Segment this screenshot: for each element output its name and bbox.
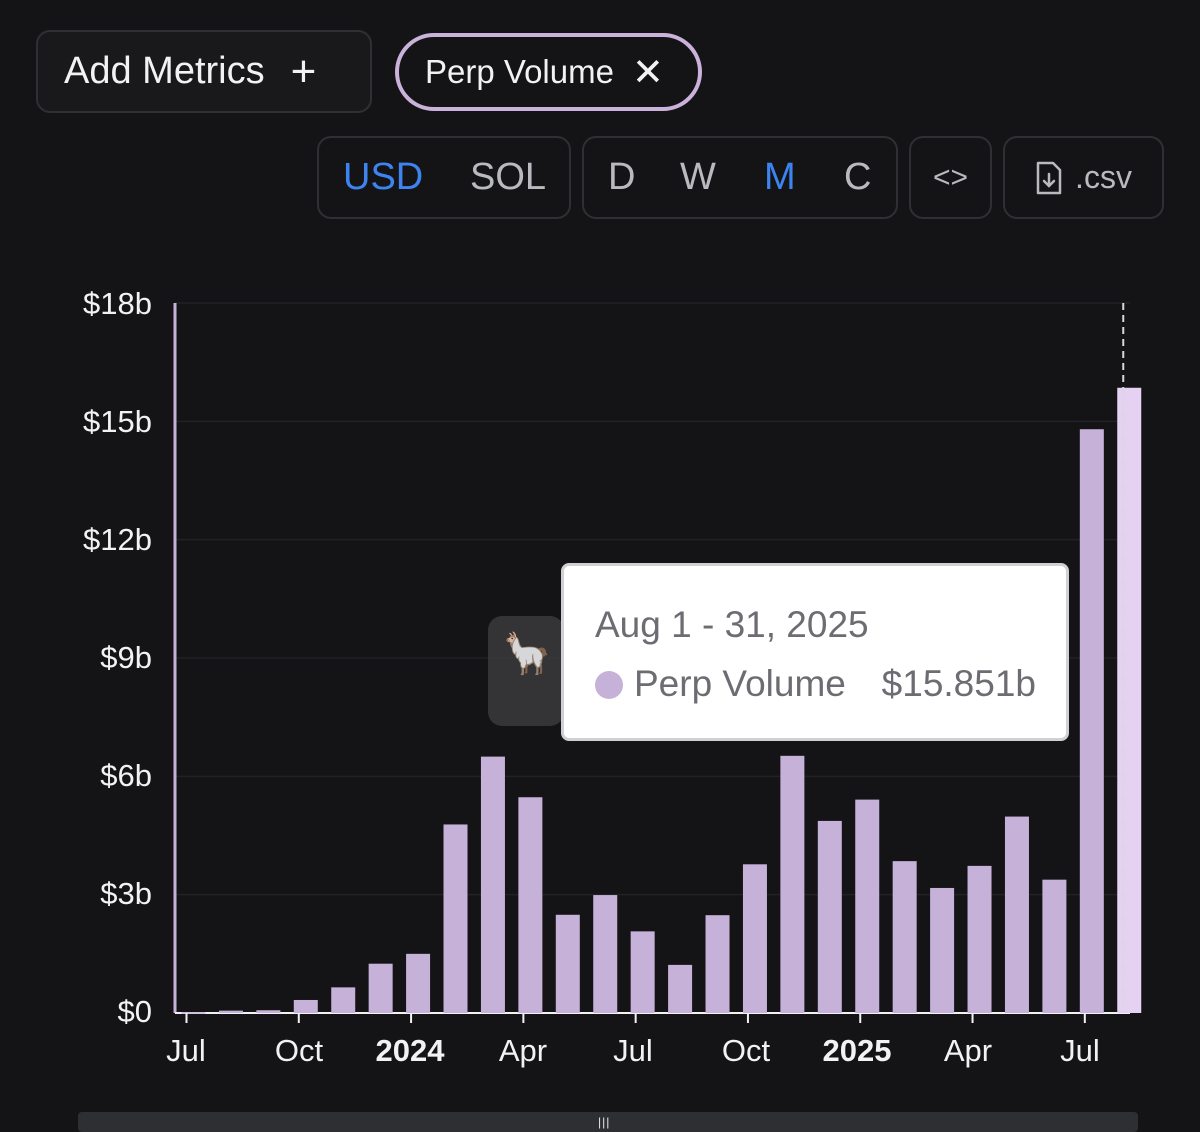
watermark-logo: 🦙	[488, 616, 564, 726]
bar-2023-07[interactable]	[181, 1012, 206, 1014]
bar-2025-06[interactable]	[1042, 879, 1067, 1013]
currency-option-usd[interactable]: USD	[343, 156, 424, 198]
x-tick-label: Apr	[943, 1033, 993, 1068]
bar-2024-01[interactable]	[406, 953, 431, 1013]
bar-2024-04[interactable]	[518, 797, 543, 1013]
add-metrics-label: Add Metrics	[64, 50, 265, 92]
bar-2024-11[interactable]	[780, 755, 805, 1013]
y-tick-label: $3b	[100, 876, 152, 911]
scroll-handle-grip[interactable]: |||	[598, 1115, 611, 1129]
add-metrics-button[interactable]: Add Metrics +	[36, 30, 372, 113]
bar-2023-08[interactable]	[218, 1010, 243, 1013]
bar-2024-09[interactable]	[705, 915, 730, 1013]
bar-2024-12[interactable]	[817, 820, 842, 1013]
y-tick-label: $0	[117, 994, 152, 1029]
close-icon[interactable]: ✕	[631, 51, 664, 94]
bar-2025-08[interactable]	[1117, 387, 1142, 1013]
currency-toggle: USD SOL	[317, 136, 571, 219]
x-tick-label: Oct	[274, 1033, 324, 1068]
y-tick-label: $12b	[83, 522, 152, 557]
bar-2024-03[interactable]	[480, 756, 505, 1013]
y-tick-label: $15b	[83, 404, 152, 439]
tooltip-value: $15.851b	[881, 663, 1036, 704]
x-tick-label: Jul	[613, 1033, 653, 1068]
file-download-icon	[1036, 161, 1062, 194]
x-tick-label: 2024	[375, 1033, 445, 1068]
bar-2023-10[interactable]	[293, 999, 318, 1013]
bar-2024-06[interactable]	[593, 895, 618, 1013]
tooltip-series-name: Perp Volume	[634, 663, 846, 704]
currency-option-sol[interactable]: SOL	[470, 156, 547, 198]
chart-tooltip: Aug 1 - 31, 2025 Perp Volume $15.851b	[561, 563, 1069, 741]
code-icon: <>	[932, 160, 969, 194]
csv-label: .csv	[1075, 159, 1132, 195]
bar-2024-07[interactable]	[630, 931, 655, 1013]
series-color-dot	[595, 671, 623, 699]
bar-2025-02[interactable]	[892, 861, 917, 1013]
bar-2024-10[interactable]	[742, 864, 767, 1013]
bar-2023-12[interactable]	[368, 963, 393, 1013]
bar-2024-05[interactable]	[555, 914, 580, 1013]
x-tick-label: Jul	[166, 1033, 206, 1068]
x-tick-label: Oct	[721, 1033, 771, 1068]
tooltip-date: Aug 1 - 31, 2025	[595, 604, 869, 645]
bar-2023-11[interactable]	[331, 987, 356, 1013]
period-option-month[interactable]: M	[764, 156, 796, 198]
period-option-day[interactable]: D	[608, 156, 636, 198]
bar-2025-07[interactable]	[1079, 429, 1104, 1013]
period-option-week[interactable]: W	[680, 156, 716, 198]
bar-2025-04[interactable]	[967, 865, 992, 1013]
period-option-cumulative[interactable]: C	[844, 156, 872, 198]
download-csv-button[interactable]: .csv	[1003, 136, 1164, 219]
bar-2024-08[interactable]	[668, 964, 693, 1013]
y-tick-label: $18b	[83, 286, 152, 321]
plus-icon: +	[290, 46, 317, 96]
bar-2025-05[interactable]	[1004, 816, 1029, 1013]
llama-icon: 🦙	[502, 632, 552, 676]
y-tick-label: $9b	[100, 640, 152, 675]
y-tick-label: $6b	[100, 758, 152, 793]
metric-chip-label: Perp Volume	[425, 53, 614, 90]
x-tick-label: Apr	[498, 1033, 548, 1068]
bar-2025-01[interactable]	[855, 799, 880, 1013]
bar-2023-09[interactable]	[256, 1010, 281, 1013]
embed-button[interactable]: <>	[909, 136, 992, 219]
x-tick-label: 2025	[822, 1033, 892, 1068]
period-toggle: D W M C	[582, 136, 898, 219]
bar-2024-02[interactable]	[443, 824, 468, 1013]
metric-chip-perp-volume[interactable]: Perp Volume ✕	[395, 33, 702, 111]
x-tick-label: Jul	[1060, 1033, 1100, 1068]
bar-2025-03[interactable]	[930, 887, 955, 1013]
